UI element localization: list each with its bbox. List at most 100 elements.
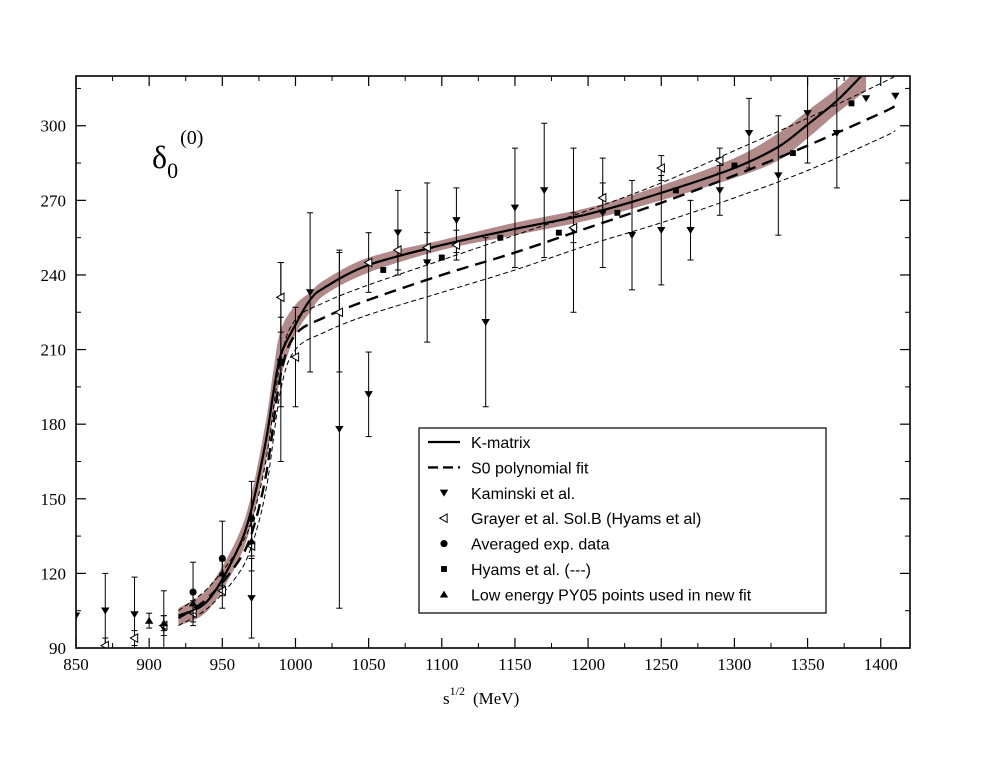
legend-symbol-circle — [440, 540, 448, 548]
series-line-s0-polynomial-fit-lower-bound — [178, 130, 896, 627]
series-line-s0-polynomial-fit-upper-bound — [178, 76, 896, 612]
legend-symbol-triangle-left-open — [438, 513, 448, 524]
data-point-hyams-et-al — [848, 100, 855, 107]
data-point-low-energy-py05-points-used-in-new-fit — [188, 599, 198, 607]
data-point-kaminski-et-al — [627, 232, 637, 239]
data-point-kaminski-et-al — [861, 95, 871, 103]
legend-symbol-triangle-up — [439, 590, 449, 598]
plot-area — [76, 76, 900, 648]
data-point-hyams-et-al — [790, 150, 796, 157]
legend-item: Low energy PY05 points used in new fit — [439, 587, 752, 604]
data-point-grayer-et-al-sol-b-hyams-et-al — [129, 632, 139, 644]
data-point-hyams-et-al — [380, 267, 387, 273]
y-tick-label: 210 — [41, 341, 67, 360]
y-tick-label: 180 — [41, 415, 67, 434]
data-point-averaged-exp-data — [248, 515, 256, 523]
data-point-grayer-et-al-sol-b-hyams-et-al — [421, 242, 431, 253]
chart-title-main: δ — [152, 139, 167, 175]
data-point-kaminski-et-al — [715, 187, 724, 195]
legend-item: S0 polynomial fit — [428, 460, 589, 477]
data-point-grayer-et-al-sol-b-hyams-et-al — [451, 240, 461, 251]
data-point-grayer-et-al-sol-b-hyams-et-al — [363, 257, 373, 268]
x-tick-label: 850 — [63, 655, 89, 674]
axis-tick-labels: 850 900 950 1000 1050 1100 1150 1200 1250 1300 135… — [41, 117, 898, 674]
series-line-k-matrix — [177, 76, 863, 617]
data-point-hyams-et-al — [672, 187, 679, 194]
x-tick-label: 1250 — [644, 655, 678, 674]
data-point-grayer-et-al-sol-b-hyams-et-al — [334, 307, 344, 318]
x-axis-title: s1/2 (MeV) — [443, 684, 519, 708]
legend-label: K-matrix — [471, 435, 531, 452]
data-point-kaminski-et-al — [510, 204, 520, 212]
data-point-kaminski-et-al — [774, 172, 783, 180]
data-point-averaged-exp-data — [277, 358, 285, 366]
x-tick-label: 1000 — [278, 655, 312, 674]
data-point-hyams-et-al — [614, 209, 621, 216]
data-point-grayer-et-al-sol-b-hyams-et-al — [217, 585, 226, 596]
data-point-low-energy-py05-points-used-in-new-fit — [247, 537, 256, 545]
legend-label: Grayer et al. Sol.B (Hyams et al) — [471, 511, 701, 528]
chart-title: δ0(0) — [152, 127, 203, 183]
legend-item: Grayer et al. Sol.B (Hyams et al) — [438, 511, 701, 528]
data-point-kaminski-et-al — [657, 227, 666, 234]
x-tick-label: 1050 — [352, 655, 386, 674]
chart-title-sub: 0 — [167, 158, 178, 183]
data-point-kaminski-et-al — [335, 425, 344, 433]
legend-label: Averaged exp. data — [471, 537, 610, 554]
y-tick-label: 270 — [41, 191, 67, 210]
data-point-grayer-et-al-sol-b-hyams-et-al — [568, 222, 578, 233]
axis-ticks — [75, 76, 910, 649]
y-tick-label: 240 — [41, 266, 67, 285]
legend-label: S0 polynomial fit — [471, 460, 589, 477]
data-point-low-energy-py05-points-used-in-new-fit — [218, 569, 227, 577]
legend-box — [418, 427, 827, 614]
legend-item: K-matrix — [428, 435, 531, 452]
legend-label: Kaminski et al. — [471, 486, 575, 503]
x-axis-title-sup: 1/2 — [450, 684, 465, 698]
x-tick-label: 1100 — [425, 655, 458, 674]
legend-symbol-square — [441, 566, 447, 572]
data-point-grayer-et-al-sol-b-hyams-et-al — [290, 351, 300, 363]
x-tick-label: 950 — [210, 655, 236, 674]
data-point-kaminski-et-al — [744, 130, 754, 137]
x-tick-label: 1400 — [864, 655, 898, 674]
fit-lines — [177, 76, 896, 627]
data-point-grayer-et-al-sol-b-hyams-et-al — [714, 155, 724, 166]
data-point-kaminski-et-al — [832, 130, 842, 137]
data-point-averaged-exp-data — [218, 554, 226, 563]
x-axis-title-base: s — [443, 689, 450, 708]
legend: K-matrix S0 polynomial fit Kaminski et al.… — [418, 427, 827, 614]
series-line-s0-polynomial-fit — [177, 104, 896, 620]
data-point-hyams-et-al — [497, 234, 504, 241]
data-point-kaminski-et-al — [686, 227, 695, 234]
data-point-kaminski-et-al — [247, 595, 256, 603]
x-tick-label: 1300 — [717, 655, 751, 674]
data-point-low-energy-py05-points-used-in-new-fit — [159, 619, 168, 627]
data-point-kaminski-et-al — [540, 187, 549, 195]
data-point-hyams-et-al — [438, 254, 445, 261]
k-matrix-error-band — [178, 76, 867, 626]
x-axis-title-unit: (MeV) — [473, 689, 519, 708]
data-point-kaminski-et-al — [101, 607, 110, 615]
y-tick-label: 300 — [41, 117, 67, 136]
legend-label: Hyams et al. (---) — [471, 562, 591, 579]
data-point-grayer-et-al-sol-b-hyams-et-al — [656, 162, 665, 174]
legend-label: Low energy PY05 points used in new fit — [471, 587, 752, 604]
y-tick-label: 90 — [49, 639, 66, 658]
data-point-kaminski-et-al — [130, 611, 139, 619]
data-point-kaminski-et-al — [803, 110, 812, 118]
data-point-kaminski-et-al — [305, 289, 315, 297]
data-point-hyams-et-al — [731, 162, 738, 169]
y-tick-label: 120 — [41, 564, 67, 583]
data-point-grayer-et-al-sol-b-hyams-et-al — [275, 292, 285, 303]
data-point-kaminski-et-al — [891, 92, 900, 100]
x-tick-label: 1150 — [498, 655, 531, 674]
data-point-low-energy-py05-points-used-in-new-fit — [144, 616, 154, 624]
data-point-kaminski-et-al — [481, 319, 490, 326]
data-point-grayer-et-al-sol-b-hyams-et-al — [597, 192, 607, 203]
plot-frame — [75, 75, 911, 649]
legend-symbol-triangle-down — [439, 489, 449, 497]
data-point-kaminski-et-al — [76, 612, 81, 620]
legend-item: Hyams et al. (---) — [441, 562, 591, 579]
